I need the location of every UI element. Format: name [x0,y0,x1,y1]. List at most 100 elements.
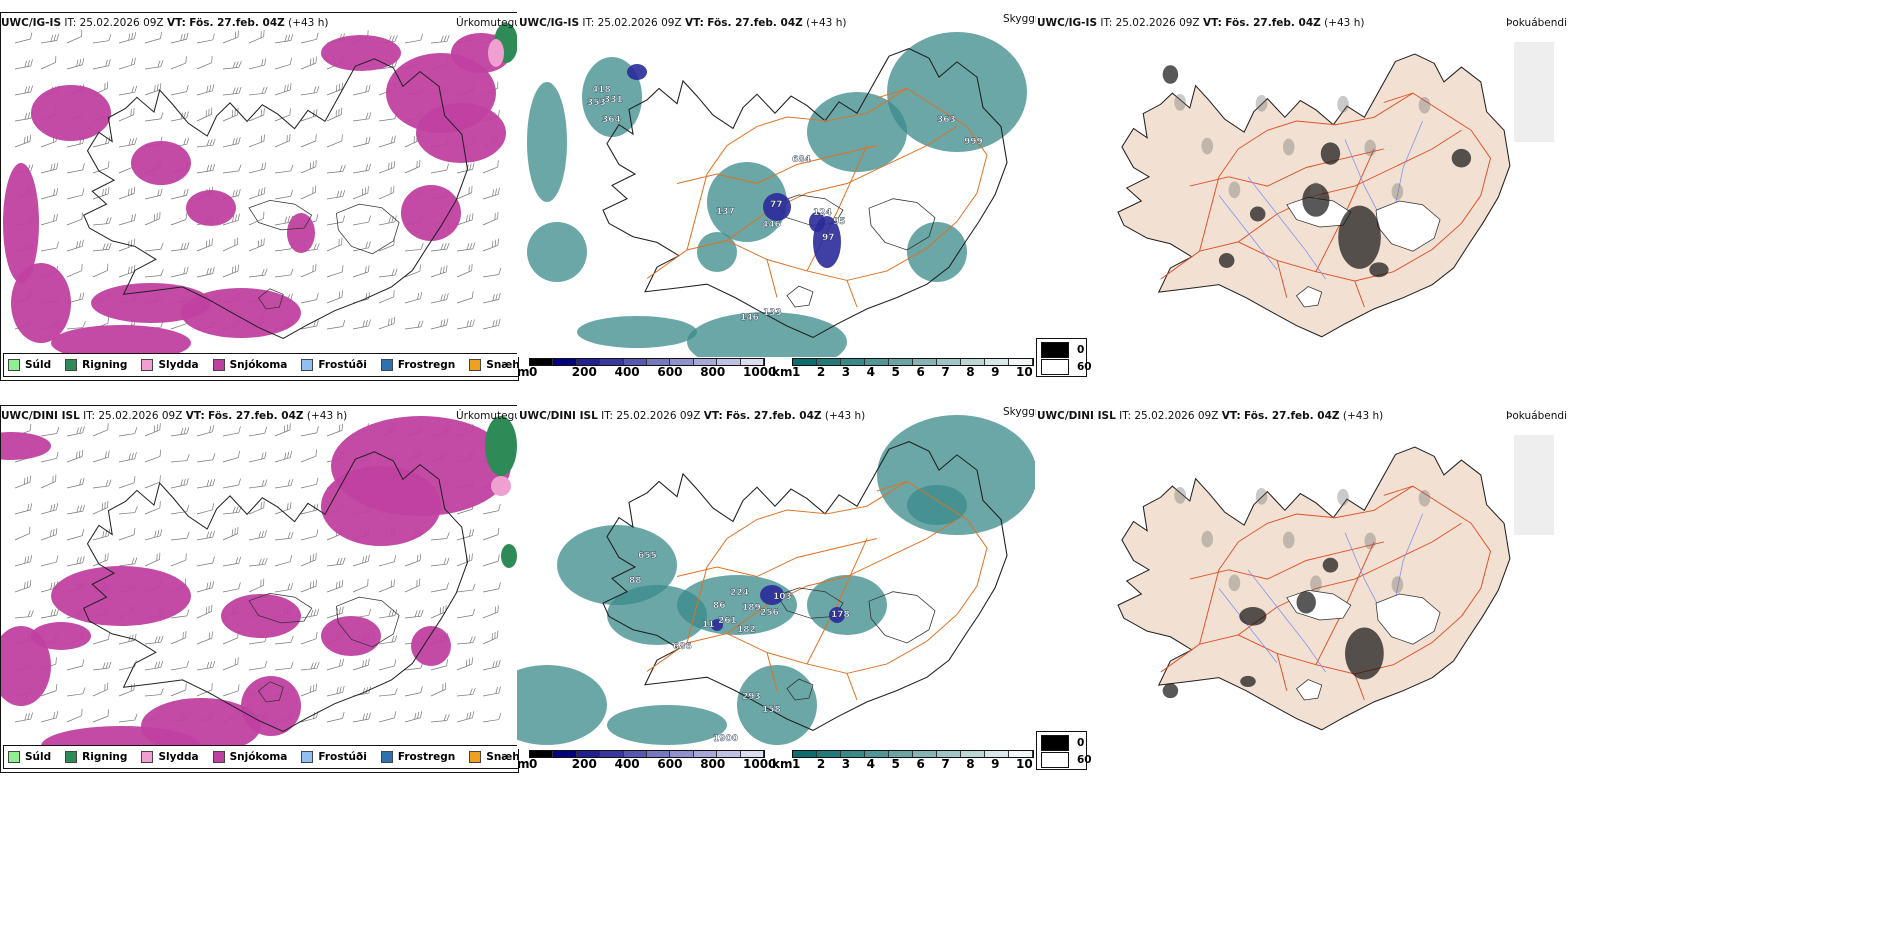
fog-index-area [1174,94,1186,111]
wind-barb [144,83,162,96]
legend-label: Frostregn [397,359,456,371]
wind-barb [326,423,344,437]
cloud-base-value: 418 [592,85,611,95]
cloud-base-value: 88 [629,576,642,586]
wind-barb [326,658,344,671]
fog-index-area [1255,487,1268,505]
wind-barb [456,657,473,671]
legend-item: Snjókoma [212,751,287,763]
wind-barb [92,59,111,70]
legend-item: Súld [8,359,51,371]
colorbar-segment [717,751,741,757]
fog-index-area [1282,138,1295,156]
wind-barb [300,683,318,697]
wind-barb [196,581,215,593]
fog-index-area [1337,488,1349,506]
panel-name-cloud-top: Skyggni [1003,13,1045,25]
colorbar-segment [740,751,765,757]
fog-index-area [1296,591,1316,614]
wind-barb [170,427,190,437]
wind-barb [248,238,265,252]
low-visibility-area [577,316,697,348]
wind-barb [118,452,137,463]
panel-title-precip-top: UWC/IG-IS IT: 25.02.2026 09Z VT: Fös. 27… [1,17,329,29]
wind-barb [14,555,33,567]
wind-barb [92,661,112,671]
fog-index-area [1322,557,1339,573]
wind-barb [482,686,501,697]
wind-barb [404,320,424,330]
colorbar-tick: 7 [941,365,950,379]
wind-barb [248,268,268,278]
river-line [1218,195,1278,271]
coastline [1117,446,1511,731]
wind-barb [378,659,397,671]
low-visibility-area [807,575,887,635]
wind-barb [456,242,476,252]
wind-barb [326,320,346,330]
glacier-outline [248,200,313,231]
low-visibility-area [557,525,677,605]
colorbar-segment [889,751,913,757]
wind-barb [378,185,395,200]
cloud-base-value: 363 [937,115,956,125]
wind-barb [170,630,187,645]
wind-barb [248,426,268,437]
wind-barb [144,60,164,70]
wind-barb [352,215,371,226]
wind-barb [222,450,240,463]
colorbar-segment [937,751,961,757]
wind-barb [170,242,190,252]
colorbar-segment [530,359,554,365]
wind-barb [118,713,138,723]
wind-barb [274,582,294,593]
wind-barb [248,501,265,515]
wind-barb [92,217,112,226]
colorbar-unit: m [517,757,530,771]
glacier-outline [786,678,814,701]
wind-barb [352,712,371,723]
wind-barb [326,215,345,226]
wind-barb [326,82,343,96]
wind-barb [430,318,449,330]
wind-barb [144,112,164,122]
wind-barb [482,292,501,304]
cloud-base-value: 224 [730,588,749,598]
fog-index-area [1338,205,1381,269]
wind-barb [118,85,138,96]
fog-legend-top: 0 60 [1036,338,1092,377]
wind-barb [274,164,294,174]
fog-index-area [1218,253,1235,268]
wind-barb [66,659,85,671]
wind-barb [66,687,86,697]
legend-label: Súld [25,359,52,371]
wind-barb [40,188,59,200]
wind-barb [170,683,187,697]
colorbar-segment [576,359,601,365]
wind-barb [40,555,59,567]
wind-barb [326,237,343,252]
glacier-outline [776,194,844,226]
colorbar-tick: 5 [891,757,900,771]
fog-index-area [1174,487,1186,504]
wind-barb [248,479,268,489]
wind-barb [300,477,319,489]
wind-barb [196,267,215,278]
glacier-outline [1295,679,1323,701]
wind-barb [40,528,58,541]
wind-barb [196,631,213,645]
cloud-base-value: 256 [760,608,779,618]
wind-barb [274,189,294,200]
wind-barb [222,136,241,148]
legend-swatch [65,359,78,371]
wind-barb [326,290,343,304]
colorbar-tick: 6 [916,757,925,771]
glacier-outline [1295,286,1323,308]
wind-barb [274,450,292,463]
wind-barb [66,449,84,463]
colorbar-tick: 10 [1016,365,1033,379]
wind-barb [170,478,189,489]
fog-index-area [1201,530,1214,548]
wind-barb [14,579,32,593]
colorbar-segment [670,359,694,365]
